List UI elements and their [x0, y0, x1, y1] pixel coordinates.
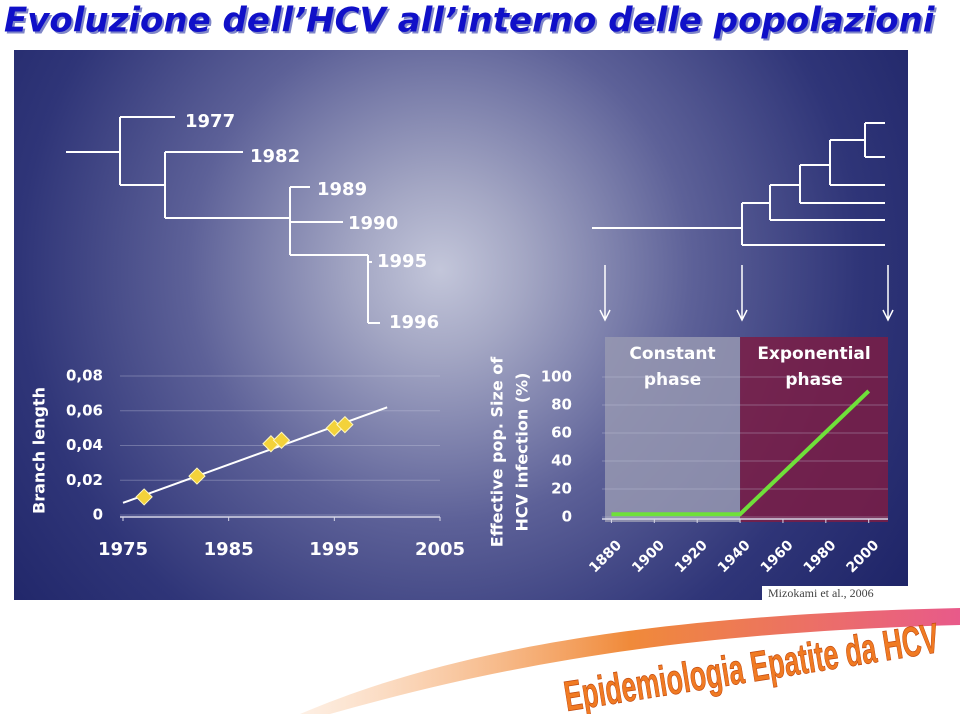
phylogenetic-tree	[66, 116, 380, 324]
title-shadow: Evoluzione dell’HCV all’interno delle po…	[6, 3, 938, 43]
population-tree	[592, 122, 885, 246]
x-tick-label: 1975	[98, 539, 148, 560]
y-axis-label: Branch length	[30, 387, 49, 514]
banner-swoosh	[300, 608, 960, 714]
phase-label: phase	[785, 370, 842, 390]
y-tick-label: 60	[551, 424, 572, 442]
y-tick-label: 0,04	[66, 436, 103, 454]
y-tick-label: 100	[541, 368, 572, 386]
citation: Mizokami et al., 2006	[768, 586, 874, 600]
y-tick-label: 0,02	[66, 471, 103, 489]
phase-label: Constant	[629, 344, 715, 364]
data-point	[336, 415, 354, 434]
y-tick-label: 40	[551, 452, 572, 470]
data-point	[272, 431, 291, 449]
x-tick-label: 1985	[204, 539, 254, 560]
tree-label: 1982	[250, 146, 300, 167]
y-tick-label: 0	[93, 506, 103, 524]
y-tick-label: 80	[551, 396, 572, 414]
data-point	[135, 488, 153, 506]
citation-bg	[762, 586, 908, 600]
slide-title: Evoluzione dell’HCV all’interno delle po…	[4, 1, 936, 41]
x-tick-label: 1995	[309, 539, 359, 560]
y-tick-label: 20	[551, 480, 572, 498]
tree-label: 1977	[185, 111, 235, 132]
phase-label: phase	[644, 370, 701, 390]
y-axis-label: HCV infection (%)	[513, 373, 532, 532]
tree-label: 1990	[348, 213, 398, 234]
phase-region	[605, 337, 741, 522]
branch-chart: 0 0,02 0,04 0,06 0,08 1975 1985 1995 2005 Branch …	[30, 367, 466, 561]
tree-label: 1996	[389, 312, 439, 333]
phase-label: Exponential	[757, 344, 870, 364]
y-tick-label: 0	[562, 508, 572, 526]
y-axis-label: Effective pop. Size of	[488, 356, 507, 547]
x-tick-label: 2005	[415, 539, 465, 560]
tree-label: 1995	[377, 251, 427, 272]
phase-arrows	[599, 265, 894, 322]
tree-label: 1989	[317, 179, 367, 200]
y-tick-label: 0,06	[66, 401, 103, 419]
data-line	[611, 389, 871, 517]
y-tick-label: 0,08	[66, 367, 103, 385]
data-point	[188, 467, 206, 485]
